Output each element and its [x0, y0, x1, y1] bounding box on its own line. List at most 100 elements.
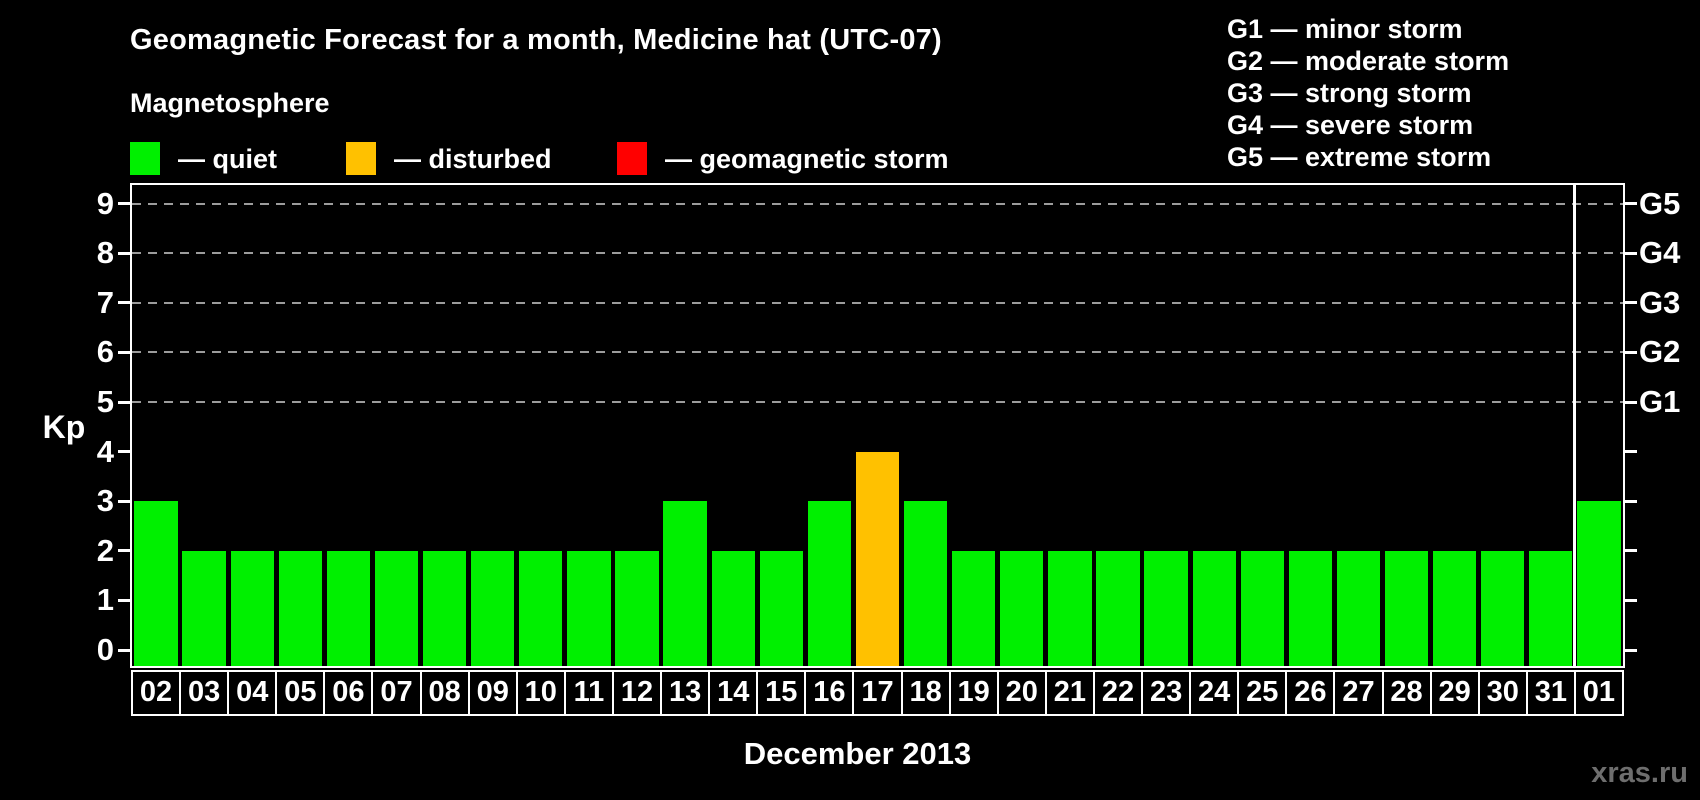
bar-day-02	[134, 501, 178, 666]
y-axis-title: Kp	[42, 409, 86, 445]
y-axis-tick-right	[1625, 301, 1637, 305]
y-axis-tick-right	[1625, 202, 1637, 206]
bar-day-10	[519, 550, 563, 666]
x-axis-label-20: 20	[996, 670, 1047, 716]
gridline-kp-7	[132, 301, 1623, 304]
bar-day-06	[326, 550, 371, 666]
x-axis-label-26: 26	[1285, 670, 1336, 716]
x-axis-month-label: December 2013	[743, 736, 972, 771]
g-scale-legend-line-g2: G2 — moderate storm	[1227, 46, 1510, 76]
y-axis-tick-label-3: 3	[96, 483, 114, 519]
plot-area: 0 1 2 3 4 5 6 7 8 9 G1 G2 G3 G4 G5	[97, 183, 1680, 668]
x-axis-label-05: 05	[275, 670, 326, 716]
x-axis-label-03: 03	[179, 670, 230, 716]
y-axis-tick-left	[118, 251, 130, 255]
bar-day-17	[855, 451, 900, 666]
y-axis-tick-label-9: 9	[96, 185, 114, 221]
right-axis-label-g1: G1	[1639, 384, 1681, 419]
g-scale-legend-line-g5: G5 — extreme storm	[1227, 142, 1492, 172]
g-scale-legend-line-g1: G1 — minor storm	[1227, 14, 1463, 44]
y-axis-tick-label-8: 8	[96, 235, 114, 271]
y-axis-tick-right	[1625, 350, 1637, 354]
chart-title: Geomagnetic Forecast for a month, Medici…	[130, 24, 942, 56]
bar-day-07	[374, 550, 419, 666]
bar-day-03	[182, 550, 226, 666]
bar-day-23	[1144, 550, 1188, 666]
bar-day-04	[230, 550, 274, 666]
magnetosphere-legend: — quiet — disturbed — geomagnetic storm	[130, 142, 1030, 178]
y-axis-tick-right	[1625, 648, 1637, 652]
x-axis-label-11: 11	[563, 670, 614, 716]
g-scale-legend-line-g3: G3 — strong storm	[1227, 78, 1472, 108]
y-axis-tick-left	[118, 549, 130, 553]
legend-label-quiet: — quiet	[178, 144, 277, 174]
x-axis-label-24: 24	[1189, 670, 1240, 716]
bar-day-30	[1481, 550, 1525, 666]
y-axis-tick-right	[1625, 251, 1637, 255]
y-axis-tick-label-0: 0	[96, 632, 114, 667]
bar-day-01	[1577, 501, 1621, 666]
y-axis-tick-left	[118, 598, 130, 602]
x-axis-label-19: 19	[948, 670, 999, 716]
disturbed-color-swatch-icon	[346, 142, 376, 175]
x-axis-label-06: 06	[323, 670, 374, 716]
bar-day-31	[1529, 550, 1573, 666]
x-axis-label-13: 13	[660, 670, 711, 716]
x-axis-label-31: 31	[1525, 670, 1576, 716]
bar-day-11	[567, 550, 611, 666]
x-axis-label-17: 17	[852, 670, 903, 716]
y-axis-tick-right	[1625, 499, 1637, 503]
bar-day-20	[1000, 550, 1044, 666]
x-axis-label-01: 01	[1573, 670, 1624, 716]
x-axis-label-14: 14	[708, 670, 759, 716]
y-axis-tick-label-7: 7	[96, 284, 114, 320]
x-axis-date-row: 02 03 04 05 06 07 08 09 10 11 12 13 14 15 16 17 18 19 20 21…	[131, 670, 1628, 716]
gridline-kp-9	[132, 202, 1623, 205]
bar-day-28	[1384, 550, 1429, 666]
x-axis-label-16: 16	[804, 670, 855, 716]
g-scale-legend-line-g4: G4 — severe storm	[1227, 110, 1474, 140]
x-axis-label-30: 30	[1477, 670, 1528, 716]
right-axis-label-g4: G4	[1639, 235, 1681, 271]
bar-day-09	[471, 550, 515, 666]
bar-day-12	[615, 550, 659, 666]
bar-day-05	[278, 550, 322, 666]
gridline-kp-6	[132, 351, 1623, 354]
y-axis-tick-left	[118, 400, 130, 404]
legend-label-storm: — geomagnetic storm	[665, 144, 949, 174]
y-axis-tick-right	[1625, 598, 1637, 602]
y-axis-tick-label-2: 2	[96, 532, 114, 568]
month-separator-line	[1573, 185, 1577, 666]
y-axis-tick-left	[118, 450, 130, 454]
bar-day-08	[422, 550, 467, 666]
gridline-kp-5	[132, 401, 1623, 403]
y-axis-tick-left	[118, 648, 130, 652]
legend-label-disturbed: — disturbed	[394, 144, 552, 174]
bar-day-15	[759, 550, 803, 666]
g-scale-legend: G1 — minor storm G2 — moderate storm G3 …	[1227, 13, 1509, 173]
x-axis-label-10: 10	[515, 670, 566, 716]
x-axis-label-23: 23	[1141, 670, 1192, 716]
watermark-xras: xras.ru	[1591, 757, 1688, 789]
right-axis-label-g5: G5	[1639, 185, 1681, 221]
bar-day-13	[663, 501, 707, 666]
bar-day-29	[1433, 550, 1477, 666]
y-axis-tick-right	[1625, 450, 1637, 454]
bar-day-25	[1240, 550, 1284, 666]
bar-day-19	[952, 550, 996, 666]
y-axis-tick-label-1: 1	[96, 582, 114, 618]
bar-day-14	[711, 550, 755, 666]
bar-day-24	[1192, 550, 1236, 666]
y-axis-tick-label-4: 4	[96, 433, 114, 469]
y-axis-tick-label-6: 6	[96, 334, 114, 370]
x-axis-label-22: 22	[1092, 670, 1144, 716]
y-axis-tick-right	[1625, 549, 1637, 553]
x-axis-label-09: 09	[467, 670, 518, 716]
x-axis-label-29: 29	[1429, 670, 1480, 716]
storm-color-swatch-icon	[617, 142, 647, 175]
x-axis-label-21: 21	[1044, 670, 1095, 716]
bar-day-18	[903, 501, 948, 666]
magnetosphere-legend-heading: Magnetosphere	[130, 88, 330, 118]
right-axis-label-g3: G3	[1639, 284, 1681, 320]
